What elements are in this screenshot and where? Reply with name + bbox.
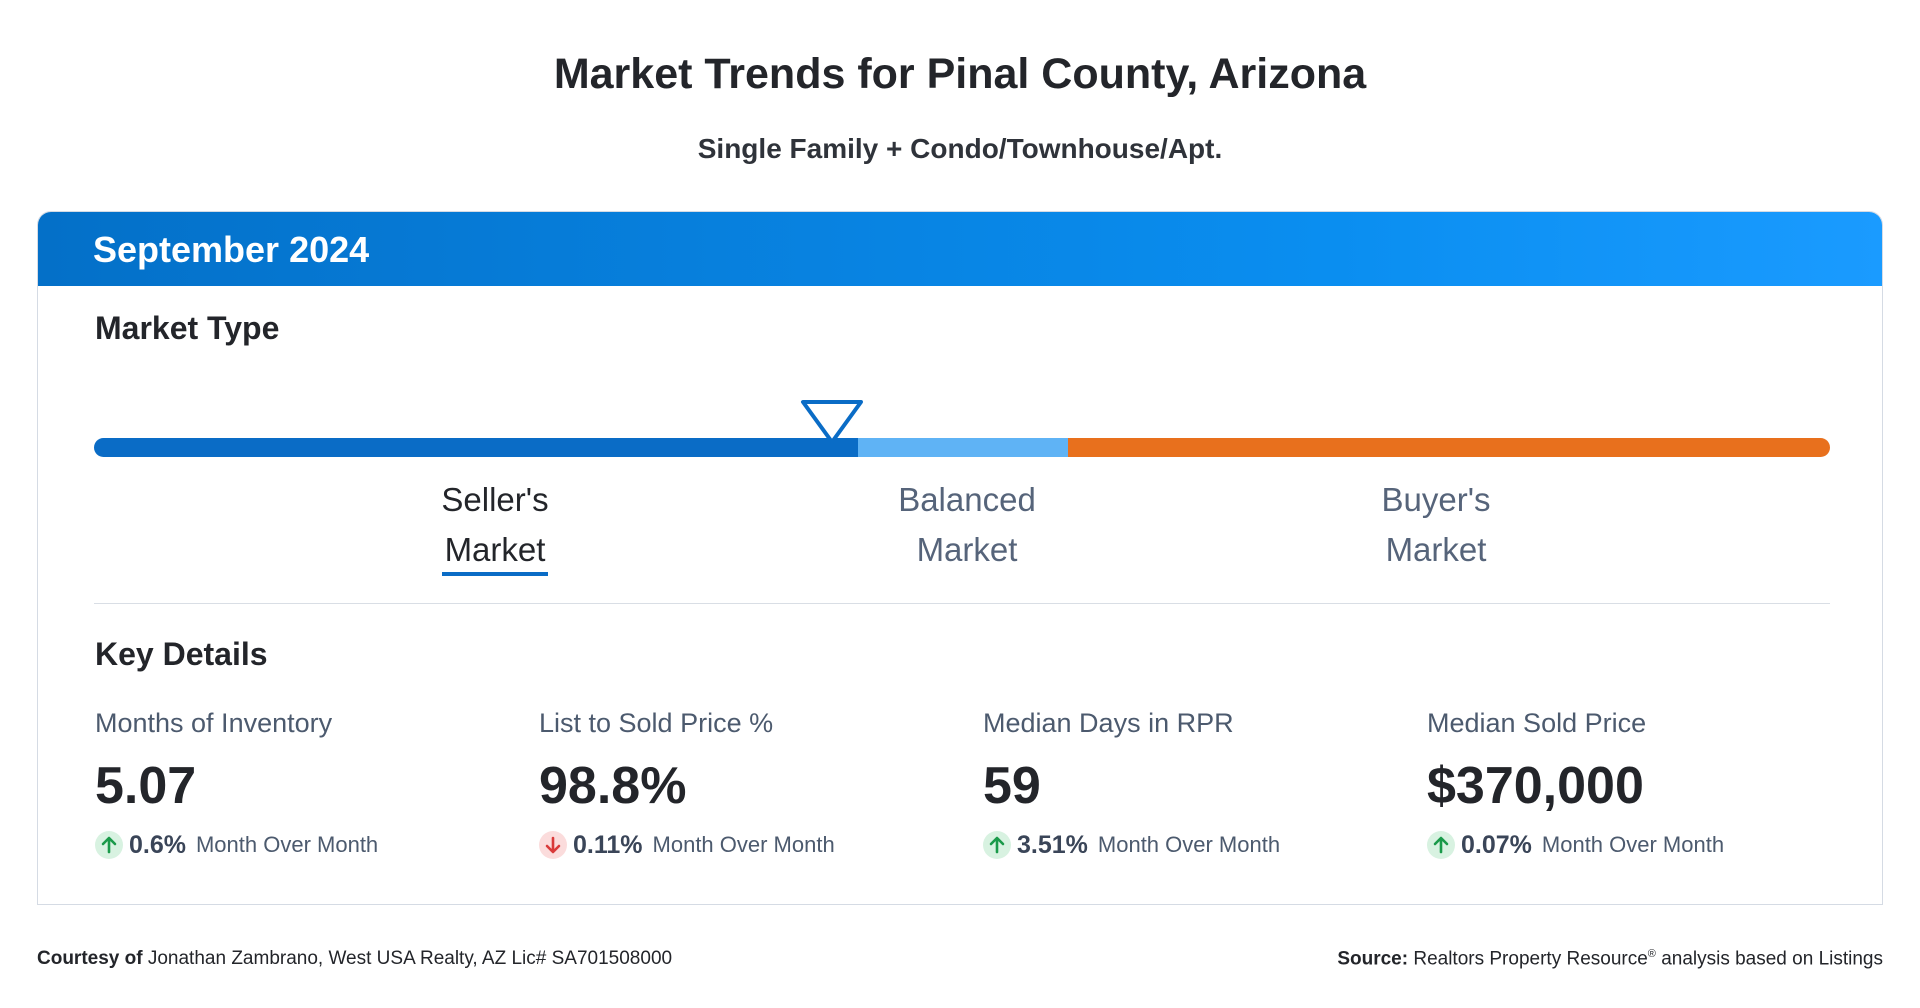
change-value: 3.51%	[1017, 830, 1088, 859]
arrow-up-icon	[983, 831, 1011, 859]
card-header: September 2024	[38, 212, 1882, 286]
stat-label: Median Days in RPR	[983, 708, 1234, 738]
seller-market-underline	[442, 572, 548, 576]
stat-change: 0.11% Month Over Month	[539, 829, 835, 861]
source-credit: Source: Realtors Property Resource® anal…	[1337, 948, 1883, 970]
stat-value: 59	[983, 757, 1041, 815]
page-title: Market Trends for Pinal County, Arizona	[553, 50, 1367, 98]
courtesy-text: Jonathan Zambrano, West USA Realty, AZ L…	[147, 948, 673, 969]
page-subtitle: Single Family + Condo/Townhouse/Apt.	[697, 133, 1223, 164]
stat-label: Median Sold Price	[1427, 708, 1647, 738]
arrow-up-icon	[1427, 831, 1455, 859]
meter-balanced-segment	[858, 438, 1068, 457]
source-text: analysis based on Listings	[1661, 948, 1883, 970]
change-text: Month Over Month	[1541, 832, 1725, 857]
stat-label: Months of Inventory	[95, 708, 333, 738]
change-text: Month Over Month	[652, 832, 835, 857]
stat-change: 0.6% Month Over Month	[95, 829, 378, 861]
stat-value: 98.8%	[539, 757, 687, 815]
arrow-down-icon	[539, 831, 567, 859]
stat-change: 3.51% Month Over Month	[983, 829, 1280, 861]
stat-label: List to Sold Price %	[539, 708, 774, 738]
section-divider	[94, 603, 1830, 604]
market-type-meter	[94, 438, 1830, 457]
stat-change: 0.07% Month Over Month	[1427, 829, 1724, 861]
registered-mark: ®	[1647, 948, 1656, 960]
market-type-heading: Market Type	[95, 310, 280, 346]
seller-market-label: Seller's Market	[441, 481, 549, 568]
stat-value: $370,000	[1427, 757, 1644, 815]
key-details-heading: Key Details	[95, 636, 268, 672]
change-text: Month Over Month	[195, 832, 379, 857]
courtesy-credit: Courtesy of Jonathan Zambrano, West USA …	[37, 948, 672, 970]
arrow-up-icon	[95, 831, 123, 859]
stat-value: 5.07	[95, 757, 197, 815]
courtesy-label: Courtesy of	[37, 948, 143, 969]
buyer-market-label: Buyer's Market	[1381, 481, 1491, 568]
balanced-market-label: Balanced Market	[898, 481, 1036, 568]
change-value: 0.6%	[129, 830, 186, 859]
market-pointer-icon	[801, 400, 863, 444]
change-value: 0.07%	[1461, 830, 1532, 859]
period-title: September 2024	[93, 229, 370, 270]
source-label: Source:	[1337, 948, 1409, 970]
source-name: Realtors Property Resource	[1413, 948, 1648, 970]
meter-seller-segment	[94, 438, 858, 457]
change-text: Month Over Month	[1097, 832, 1281, 857]
meter-buyer-segment	[1068, 438, 1830, 457]
change-value: 0.11%	[573, 830, 643, 859]
market-trends-card: September 2024 Market Type Seller's Mark…	[37, 211, 1883, 905]
